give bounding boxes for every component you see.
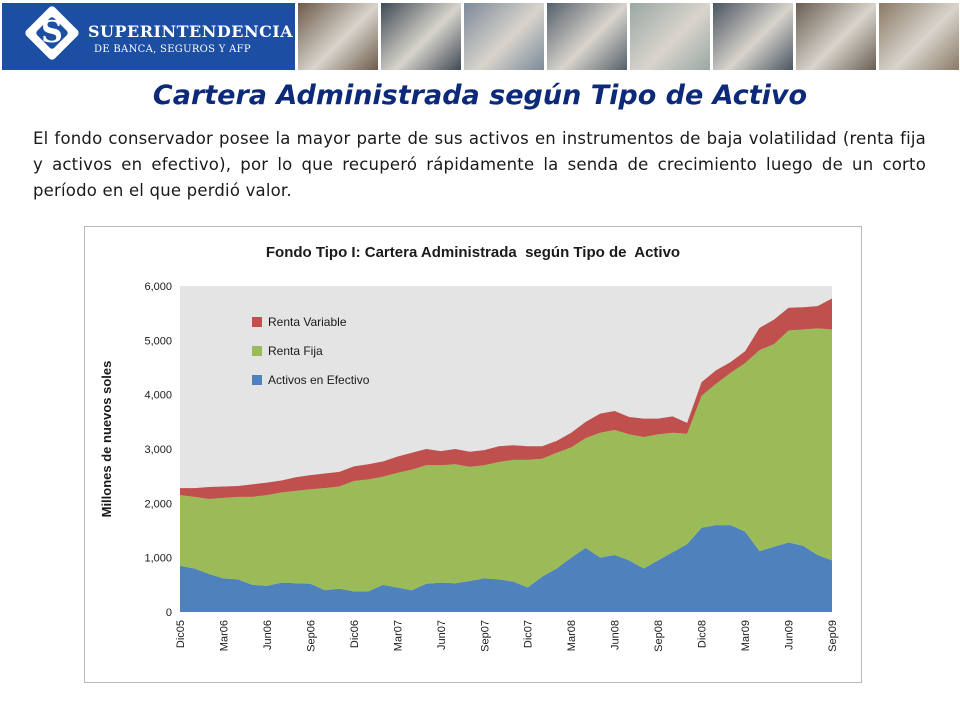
x-tick-label: Mar06 — [218, 620, 230, 651]
y-axis-ticks: 0 1,000 2,000 3,000 4,000 5,000 6,000 — [144, 281, 172, 619]
x-tick-label: Mar07 — [392, 620, 404, 651]
legend-swatch — [252, 346, 262, 356]
x-tick-label: Sep07 — [479, 620, 491, 652]
x-tick-label: Dic08 — [697, 620, 709, 648]
area-series-group — [180, 298, 832, 612]
x-tick-label: Dic06 — [349, 620, 361, 648]
page-title: Cartera Administrada según Tipo de Activ… — [152, 80, 808, 111]
building-photo — [381, 3, 461, 70]
y-tick-label: 4,000 — [144, 390, 172, 402]
handshake-photo — [547, 3, 627, 70]
logo-emblem-letter: S — [41, 15, 63, 50]
header-banner: S SUPERINTENDENCIA DE BANCA, SEGUROS Y A… — [0, 0, 960, 72]
legend-label: Activos en Efectivo — [268, 373, 370, 387]
logo-title: SUPERINTENDENCIA — [88, 22, 294, 41]
area-renta-variable — [180, 298, 832, 499]
y-tick-label: 2,000 — [144, 498, 172, 510]
x-tick-label: Sep08 — [653, 620, 665, 652]
x-tick-label: Mar08 — [566, 620, 578, 651]
chart-title: Fondo Tipo I: Cartera Administrada según… — [266, 244, 680, 261]
logo-subtitle: DE BANCA, SEGUROS Y AFP — [94, 44, 251, 55]
body-paragraph: El fondo conservador posee la mayor part… — [33, 129, 926, 200]
cards-photo — [298, 3, 378, 70]
meeting-photo — [796, 3, 876, 70]
businessman-photo — [879, 3, 959, 70]
area-activos-en-efectivo — [180, 525, 832, 612]
y-axis-label: Millones de nuevos soles — [99, 361, 114, 518]
card-terminal-photo — [713, 3, 793, 70]
keyboard-enter-photo — [464, 3, 544, 70]
sbs-logo[interactable]: S SUPERINTENDENCIA DE BANCA, SEGUROS Y A… — [2, 3, 295, 70]
x-tick-label: Jun09 — [784, 620, 796, 650]
legend-swatch — [252, 317, 262, 327]
x-tick-label: Dic05 — [175, 620, 187, 648]
area-renta-fija — [180, 328, 832, 592]
x-tick-label: Sep09 — [827, 620, 839, 652]
y-tick-label: 0 — [166, 607, 172, 619]
y-tick-label: 5,000 — [144, 335, 172, 347]
chart-legend: Renta Variable Renta Fija Activos en Efect… — [252, 315, 370, 387]
x-tick-label: Sep06 — [305, 620, 317, 652]
legend-label: Renta Variable — [268, 315, 347, 329]
stacked-area-chart: Fondo Tipo I: Cartera Administrada según… — [99, 244, 839, 652]
x-axis-ticks: Dic05 Mar06 Jun06 Sep06 Dic06 Mar07 Jun07 Sep07… — [175, 620, 839, 652]
x-tick-label: Jun07 — [436, 620, 448, 650]
y-tick-label: 1,000 — [144, 553, 172, 565]
x-tick-label: Jun08 — [610, 620, 622, 650]
x-tick-label: Mar09 — [740, 620, 752, 651]
legend-swatch — [252, 375, 262, 385]
legend-label: Renta Fija — [268, 344, 323, 358]
chart-frame: Fondo Tipo I: Cartera Administrada según… — [84, 226, 862, 683]
x-tick-label: Jun06 — [262, 620, 274, 650]
x-tick-label: Dic07 — [523, 620, 535, 648]
y-tick-label: 3,000 — [144, 444, 172, 456]
y-tick-label: 6,000 — [144, 281, 172, 293]
documents-photo — [630, 3, 710, 70]
